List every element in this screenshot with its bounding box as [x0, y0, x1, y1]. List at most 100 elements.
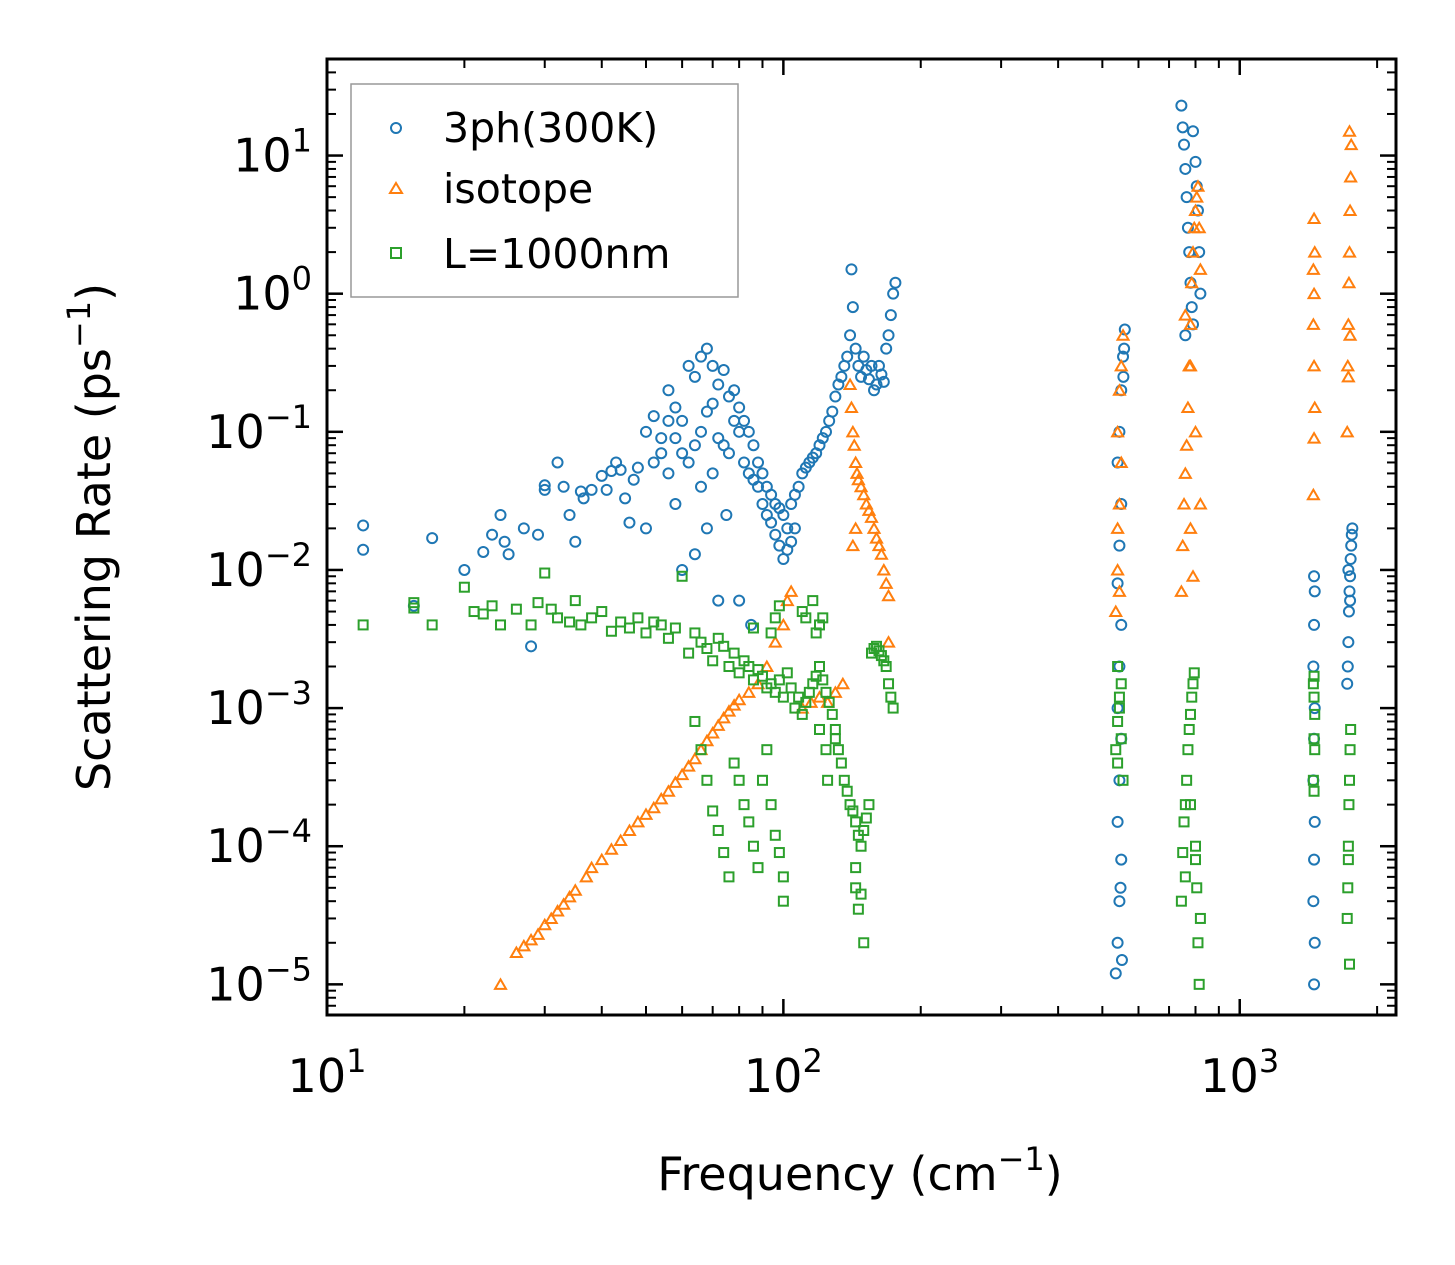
data-point: [871, 538, 887, 552]
data-point: [1180, 191, 1193, 204]
data-point: [742, 425, 755, 438]
data-point: [669, 622, 681, 634]
data-point: [728, 647, 740, 659]
data-point: [1112, 383, 1127, 396]
data-point: [1115, 678, 1127, 690]
data-point: [468, 606, 480, 618]
data-point: [1342, 854, 1354, 866]
legend-box: [350, 83, 739, 298]
data-point: [769, 829, 781, 841]
data-point: [632, 612, 644, 624]
data-point: [889, 276, 902, 289]
data-point: [638, 807, 654, 820]
data-point: [1175, 99, 1188, 112]
legend-label-l1000nm: L=1000nm: [443, 230, 670, 278]
data-point: [1342, 245, 1357, 258]
data-point: [1184, 799, 1196, 811]
data-point: [765, 799, 777, 811]
data-point: [773, 847, 785, 859]
data-point: [1177, 847, 1189, 859]
data-point: [557, 480, 570, 493]
data-point: [623, 622, 635, 634]
data-point: [838, 774, 850, 786]
data-point: [486, 528, 499, 541]
data-point: [1344, 744, 1356, 756]
data-point: [1112, 661, 1124, 673]
data-point: [881, 588, 896, 602]
data-point: [1178, 466, 1193, 479]
data-point: [426, 532, 439, 545]
data-point: [1111, 936, 1124, 949]
data-point: [847, 438, 862, 451]
data-point: [860, 812, 872, 824]
data-point: [814, 619, 826, 631]
data-point: [669, 432, 682, 445]
data-point: [539, 567, 551, 579]
data-point: [661, 784, 676, 797]
data-point: [1308, 670, 1320, 682]
data-point: [829, 390, 842, 403]
data-point: [1306, 431, 1322, 444]
data-point: [745, 618, 758, 631]
data-point: [816, 432, 829, 445]
data-point: [783, 584, 799, 597]
data-point: [1308, 936, 1321, 949]
data-point: [848, 521, 863, 534]
data-point: [756, 670, 768, 682]
data-point: [1112, 757, 1124, 769]
data-point: [1343, 169, 1358, 183]
data-point: [721, 704, 737, 717]
data-point: [1190, 854, 1202, 866]
data-point: [688, 439, 701, 452]
data-point: [654, 791, 669, 805]
data-point: [1175, 538, 1190, 552]
data-point: [1115, 954, 1128, 967]
data-point: [568, 883, 583, 896]
data-point: [1307, 774, 1319, 786]
y-tick-label: 101: [233, 122, 312, 183]
data-point: [848, 455, 863, 468]
data-point: [823, 696, 835, 708]
data-point: [1115, 733, 1127, 745]
data-point: [585, 483, 598, 496]
data-point: [1183, 358, 1198, 372]
data-point: [1115, 618, 1128, 631]
data-point: [1110, 424, 1125, 438]
data-point: [1308, 785, 1320, 797]
data-point: [627, 473, 640, 486]
data-point: [1114, 881, 1127, 894]
data-point: [851, 472, 866, 486]
data-point: [639, 425, 652, 438]
y-tick-label: 10−1: [206, 398, 312, 459]
data-point: [615, 616, 627, 628]
data-point: [880, 661, 892, 673]
data-point: [1344, 570, 1357, 583]
data-point: [1345, 723, 1357, 735]
data-point: [655, 447, 668, 460]
data-point: [1117, 370, 1130, 383]
data-point: [648, 616, 660, 628]
data-point: [1176, 497, 1192, 510]
data-point: [1341, 317, 1356, 330]
data-point: [832, 744, 844, 756]
data-point: [800, 696, 812, 708]
data-point: [1344, 594, 1357, 607]
data-point: [814, 661, 826, 673]
data-point: [669, 401, 682, 414]
data-point: [596, 606, 608, 618]
data-point: [1108, 604, 1123, 618]
data-point: [564, 616, 576, 628]
data-point: [676, 563, 689, 576]
data-point: [1117, 350, 1130, 363]
data-point: [752, 456, 765, 469]
data-point: [1309, 744, 1321, 756]
data-point: [1109, 967, 1122, 980]
data-point: [788, 522, 801, 535]
data-point: [1179, 438, 1194, 451]
data-point: [874, 547, 889, 560]
legend-label-3ph: 3ph(300K): [443, 104, 658, 152]
data-point: [575, 619, 587, 631]
data-point: [870, 378, 883, 391]
data-point: [1308, 618, 1321, 631]
data-point: [676, 570, 688, 582]
